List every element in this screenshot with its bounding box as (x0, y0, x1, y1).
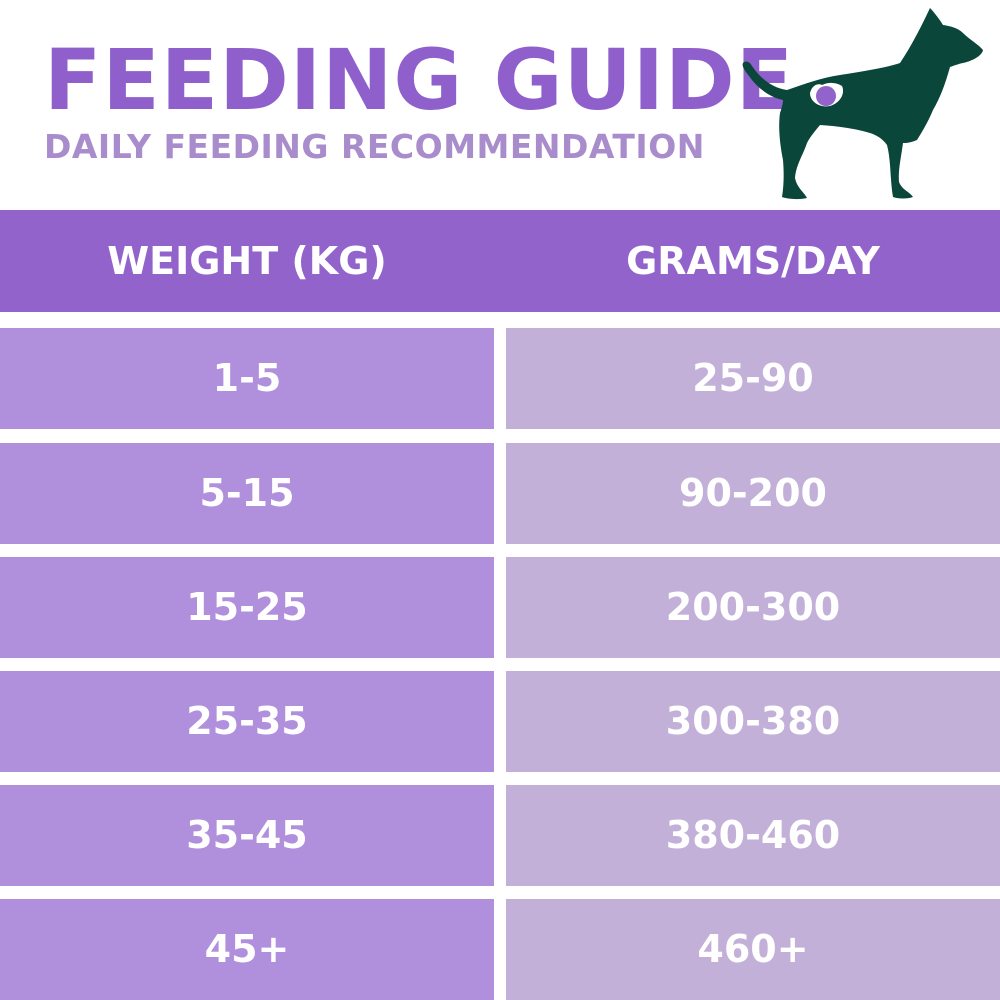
page-title: FEEDING GUIDE (44, 31, 795, 129)
table-row: 25-35 300-380 (0, 671, 1000, 772)
table-row: 45+ 460+ (0, 899, 1000, 1000)
table-row: 35-45 380-460 (0, 785, 1000, 886)
grams-cell: 300-380 (506, 671, 1000, 772)
weight-cell: 45+ (0, 899, 494, 1000)
weight-cell: 35-45 (0, 785, 494, 886)
weight-cell: 25-35 (0, 671, 494, 772)
table-row: 1-5 25-90 (0, 328, 1000, 429)
grams-cell: 90-200 (506, 443, 1000, 544)
weight-cell: 5-15 (0, 443, 494, 544)
page-subtitle: DAILY FEEDING RECOMMENDATION (44, 127, 705, 166)
grams-cell: 460+ (506, 899, 1000, 1000)
dog-silhouette-icon (742, 8, 983, 200)
column-header-grams: GRAMS/DAY (626, 239, 880, 283)
grams-cell: 200-300 (506, 557, 1000, 658)
grams-cell: 380-460 (506, 785, 1000, 886)
table-row: 15-25 200-300 (0, 557, 1000, 658)
weight-cell: 15-25 (0, 557, 494, 658)
table-row: 5-15 90-200 (0, 443, 1000, 544)
grams-cell: 25-90 (506, 328, 1000, 429)
column-header-weight: WEIGHT (KG) (107, 239, 387, 283)
table-header: WEIGHT (KG) GRAMS/DAY (0, 210, 1000, 312)
weight-cell: 1-5 (0, 328, 494, 429)
